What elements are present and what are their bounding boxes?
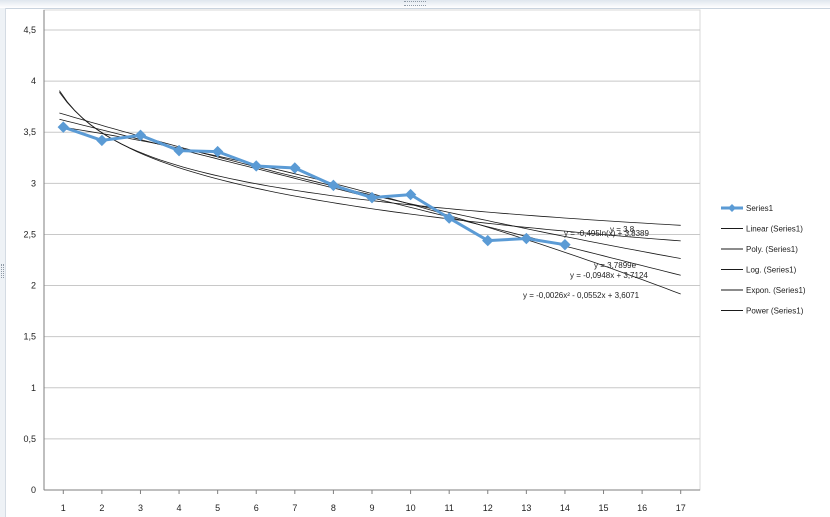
trendline-equation-linear: y = -0,0948x + 3,7124 <box>570 271 648 280</box>
window-left-border <box>0 8 6 517</box>
series-point <box>443 212 455 224</box>
legend-label: Expon. (Series1) <box>746 286 806 295</box>
legend-label: Power (Series1) <box>746 307 804 316</box>
y-tick-label: 3 <box>31 178 36 188</box>
series-point <box>173 144 185 157</box>
trendline-poly <box>59 126 681 295</box>
x-tick-label: 12 <box>483 503 493 513</box>
legend-label: Linear (Series1) <box>746 225 803 234</box>
x-tick-label: 11 <box>445 503 454 513</box>
series-point <box>559 238 571 251</box>
y-tick-label: 1,5 <box>23 332 36 342</box>
series-point <box>96 134 108 147</box>
y-tick-label: 2 <box>31 281 36 291</box>
series-point <box>404 188 417 201</box>
x-tick-label: 13 <box>521 503 531 513</box>
window-top-border <box>0 0 830 9</box>
trendline-equation-power: y = 3,8 <box>610 225 635 234</box>
legend-label: Log. (Series1) <box>746 266 797 275</box>
x-tick-label: 1 <box>61 503 66 513</box>
series-point <box>211 145 224 158</box>
y-tick-label: 3,5 <box>23 127 36 137</box>
legend-marker <box>728 204 736 212</box>
x-tick-label: 9 <box>369 503 374 513</box>
series-point <box>134 129 147 141</box>
x-tick-label: 7 <box>292 503 297 513</box>
series-point <box>327 179 340 192</box>
y-tick-label: 4 <box>31 76 36 86</box>
y-tick-label: 0 <box>31 485 36 495</box>
series-point <box>520 232 533 245</box>
x-tick-label: 2 <box>99 503 104 513</box>
trendline-equation-poly: y = -0,0026x² - 0,0552x + 3,6071 <box>523 291 640 300</box>
series-point <box>57 121 70 133</box>
x-tick-label: 17 <box>676 503 686 513</box>
x-tick-label: 3 <box>138 503 143 513</box>
y-tick-label: 0,5 <box>23 434 36 444</box>
legend-label: Series1 <box>746 204 774 213</box>
x-tick-label: 8 <box>331 503 336 513</box>
left-resize-handle[interactable] <box>1 264 4 278</box>
trendline-equation-log: y = -0,495ln(x) + 3,8389 <box>564 229 649 238</box>
plot-area <box>43 9 701 491</box>
legend-label: Poly. (Series1) <box>746 245 798 254</box>
y-tick-label: 4,5 <box>23 25 36 35</box>
x-tick-label: 14 <box>560 503 570 513</box>
y-tick-label: 1 <box>31 383 36 393</box>
x-tick-label: 10 <box>406 503 416 513</box>
x-tick-label: 16 <box>637 503 647 513</box>
series-point <box>250 160 262 172</box>
y-tick-label: 2,5 <box>23 229 36 239</box>
x-tick-label: 6 <box>254 503 259 513</box>
top-resize-handle[interactable] <box>404 1 426 6</box>
series-point <box>366 191 378 204</box>
x-tick-label: 5 <box>215 503 220 513</box>
series-point <box>482 234 494 247</box>
trendline-equation-expon: y = 3,7899e <box>594 261 637 270</box>
x-tick-label: 4 <box>177 503 182 513</box>
series-line <box>62 125 566 247</box>
series-point <box>289 162 301 174</box>
trendline-log <box>59 91 681 242</box>
x-tick-label: 15 <box>599 503 609 513</box>
